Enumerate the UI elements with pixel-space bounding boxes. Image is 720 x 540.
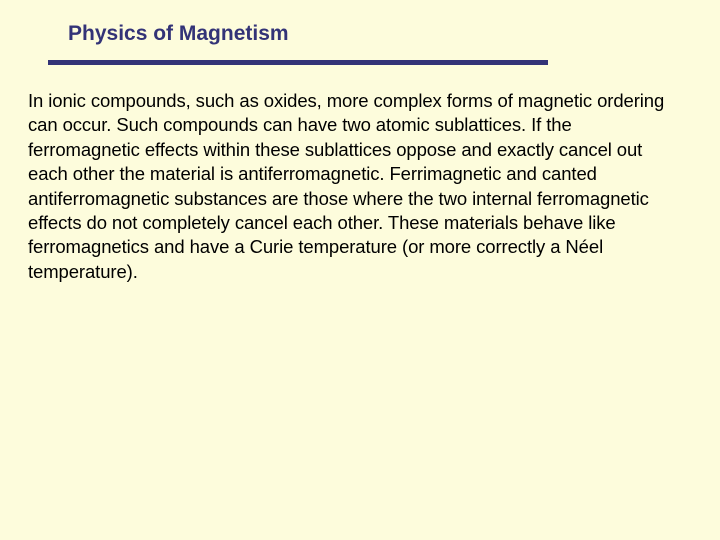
body-text: In ionic compounds, such as oxides, more…	[28, 89, 672, 284]
title-container: Physics of Magnetism	[0, 0, 720, 46]
body-container: In ionic compounds, such as oxides, more…	[0, 65, 720, 284]
slide-title: Physics of Magnetism	[68, 22, 720, 46]
slide: Physics of Magnetism In ionic compounds,…	[0, 0, 720, 540]
